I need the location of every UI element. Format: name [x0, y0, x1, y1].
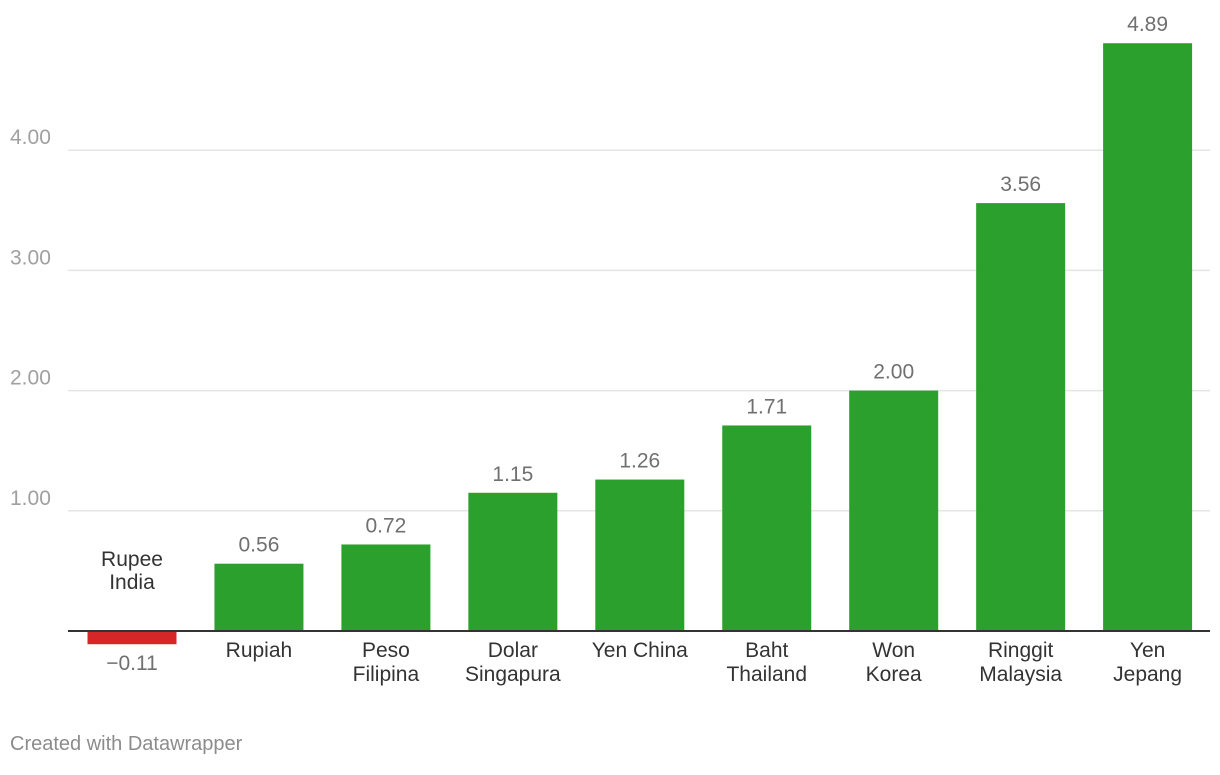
category-label: Ringgit: [988, 639, 1054, 662]
y-tick-label: 2.00: [10, 367, 51, 390]
category-label: Malaysia: [979, 663, 1062, 686]
category-label: Won: [872, 639, 915, 662]
value-label: 0.72: [365, 514, 406, 537]
bar: [849, 390, 939, 631]
bar: [976, 203, 1066, 631]
category-label: Baht: [745, 639, 788, 662]
value-label: 0.56: [239, 534, 280, 557]
category-label: India: [109, 571, 155, 594]
value-label: −0.11: [106, 652, 158, 675]
category-label: Singapura: [465, 663, 561, 686]
bar: [214, 563, 304, 631]
value-label: 3.56: [1000, 173, 1041, 196]
bar: [341, 544, 431, 631]
category-label: Thailand: [726, 663, 807, 686]
category-label: Yen China: [592, 639, 688, 662]
bar: [87, 631, 177, 645]
value-label: 4.89: [1127, 13, 1168, 36]
category-label: Dolar: [488, 639, 538, 662]
value-label: 1.15: [492, 463, 533, 486]
category-label: Peso: [362, 639, 410, 662]
category-label: Jepang: [1113, 663, 1182, 686]
y-tick-label: 4.00: [10, 126, 51, 149]
category-label: Yen: [1130, 639, 1165, 662]
bar: [722, 425, 812, 631]
category-label: Korea: [866, 663, 922, 686]
value-label: 1.26: [619, 450, 660, 473]
bar: [1103, 43, 1193, 632]
category-label: Rupiah: [226, 639, 293, 662]
value-label: 2.00: [873, 361, 914, 384]
y-tick-label: 3.00: [10, 246, 51, 269]
bar: [468, 492, 558, 631]
bar: [595, 479, 685, 631]
value-label: 1.71: [746, 395, 787, 418]
category-label: Filipina: [353, 663, 420, 686]
credit-text: Created with Datawrapper: [10, 733, 243, 755]
y-tick-label: 1.00: [10, 487, 51, 510]
category-label: Rupee: [101, 548, 163, 571]
